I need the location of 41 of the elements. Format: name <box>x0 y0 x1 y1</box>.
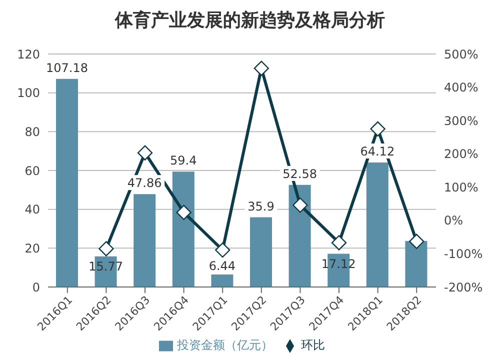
point <box>254 60 269 76</box>
y-tick-label: 100 <box>17 86 40 100</box>
y2-tick-label: 0% <box>444 214 464 228</box>
data-label: 59.4 <box>170 154 197 168</box>
y-tick-label: 120 <box>17 47 40 62</box>
legend-label: 环比 <box>301 338 325 352</box>
y-tick-label: 0 <box>32 280 40 294</box>
data-label: 35.9 <box>248 199 274 214</box>
bar <box>405 240 428 287</box>
point <box>331 235 347 250</box>
y2-tick-label: 500% <box>444 47 478 62</box>
point <box>137 145 153 160</box>
legend-label: 投资金额（亿元） <box>177 338 273 352</box>
y-tick-label: 60 <box>24 164 40 178</box>
point <box>409 234 424 249</box>
point <box>292 198 308 213</box>
point <box>370 121 386 136</box>
data-label: 6.44 <box>208 259 236 274</box>
data-label: 47.86 <box>127 176 162 190</box>
point <box>215 242 230 258</box>
y2-tick-label: -100% <box>444 246 483 261</box>
y2-tick-label: 100% <box>444 180 478 194</box>
bar <box>172 172 194 287</box>
y2-tick-label: 300% <box>444 114 478 128</box>
bar <box>250 217 272 287</box>
bar <box>288 184 311 287</box>
data-label: 52.58 <box>282 166 317 181</box>
point <box>98 241 114 256</box>
point <box>176 204 192 220</box>
bar <box>56 78 78 287</box>
y2-tick-label: -200% <box>444 280 483 294</box>
chart-title: 体育产业发展的新趋势及格局分析 <box>114 9 386 32</box>
bar <box>134 194 156 287</box>
y2-tick-label: 200% <box>444 147 478 162</box>
data-label: 107.18 <box>46 60 88 75</box>
y2-tick-label: 400% <box>444 80 478 95</box>
data-label: 64.12 <box>360 144 395 158</box>
y-tick-label: 80 <box>24 124 40 139</box>
bar <box>366 162 388 287</box>
y-tick-label: 40 <box>24 202 40 217</box>
y-tick-label: 20 <box>24 241 40 256</box>
